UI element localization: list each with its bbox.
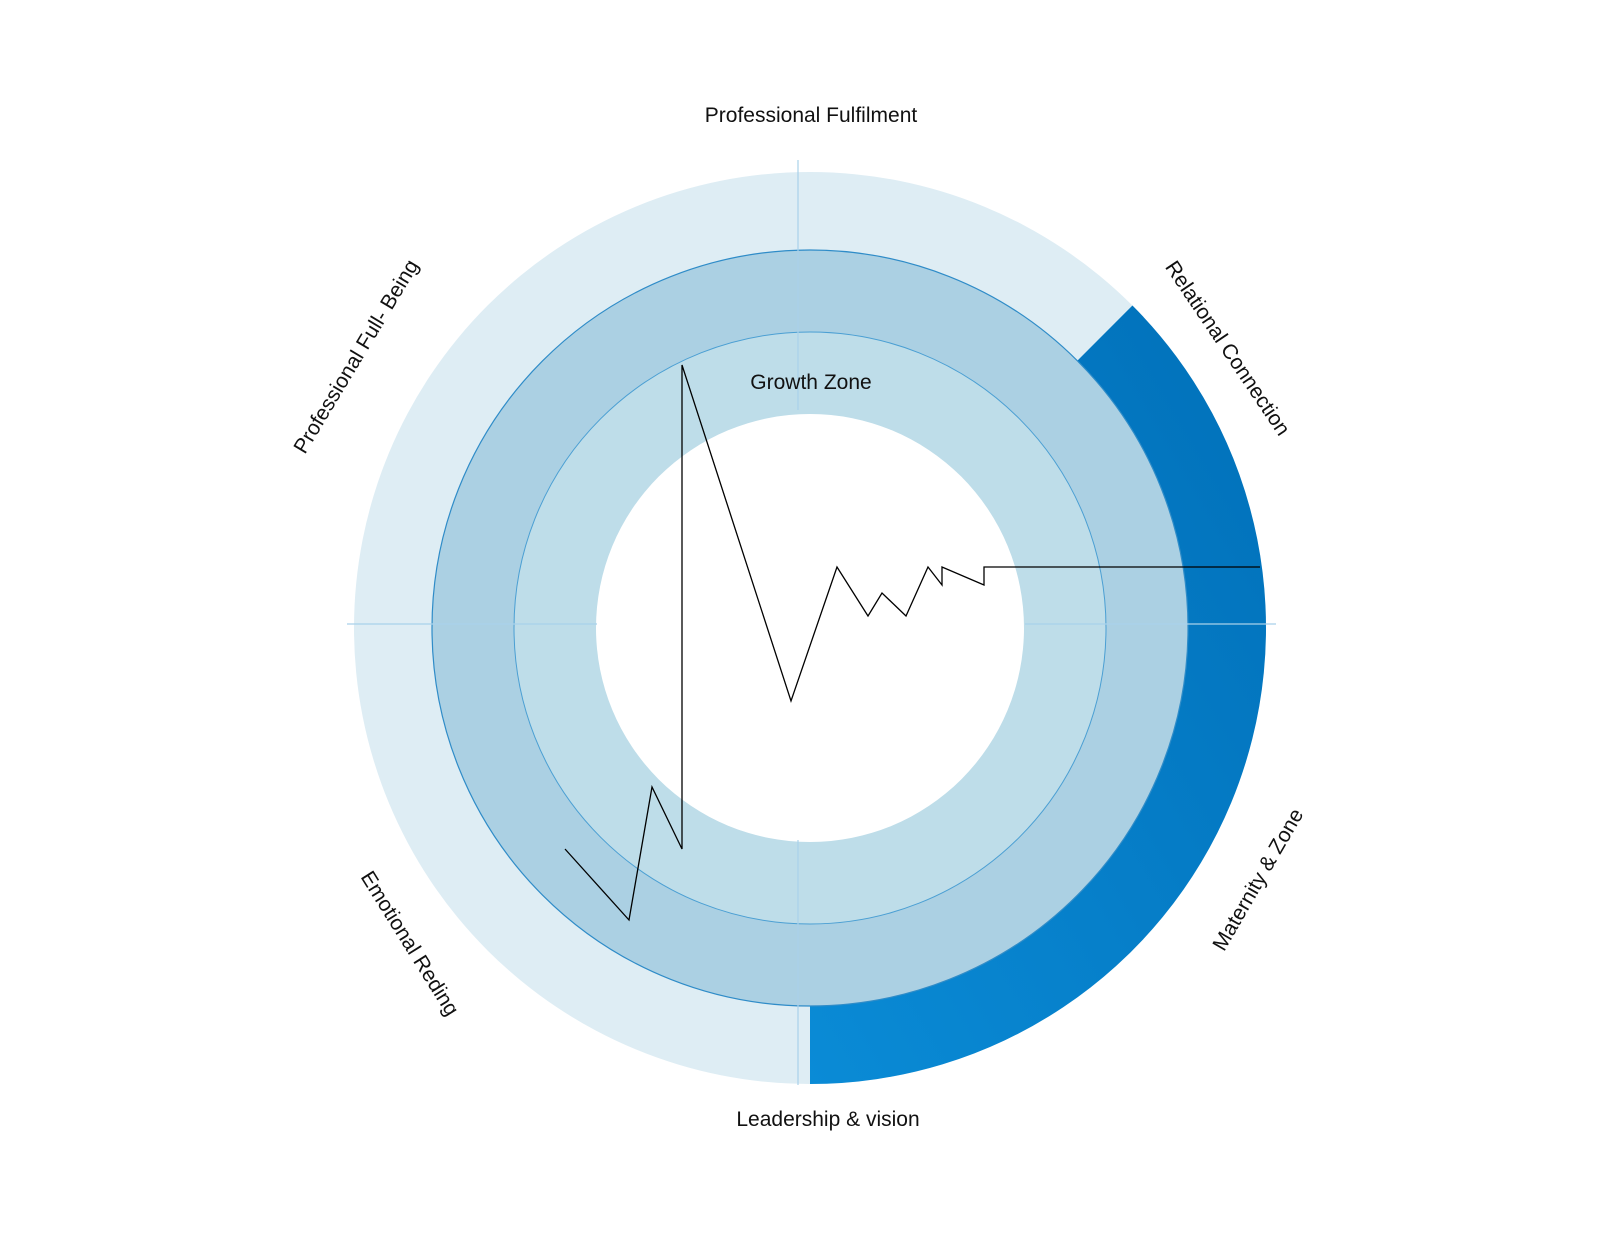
label-center: Growth Zone <box>750 371 871 394</box>
center-circle <box>596 414 1024 842</box>
label-top: Professional Fulfilment <box>705 104 918 127</box>
highlighted-outer-segment <box>810 305 1267 1084</box>
label-lower-right: Maternity & Zone <box>1208 805 1308 955</box>
axis-lines <box>347 160 1276 1085</box>
trace-line <box>564 364 1260 922</box>
label-bottom: Leadership & vision <box>736 1108 919 1131</box>
